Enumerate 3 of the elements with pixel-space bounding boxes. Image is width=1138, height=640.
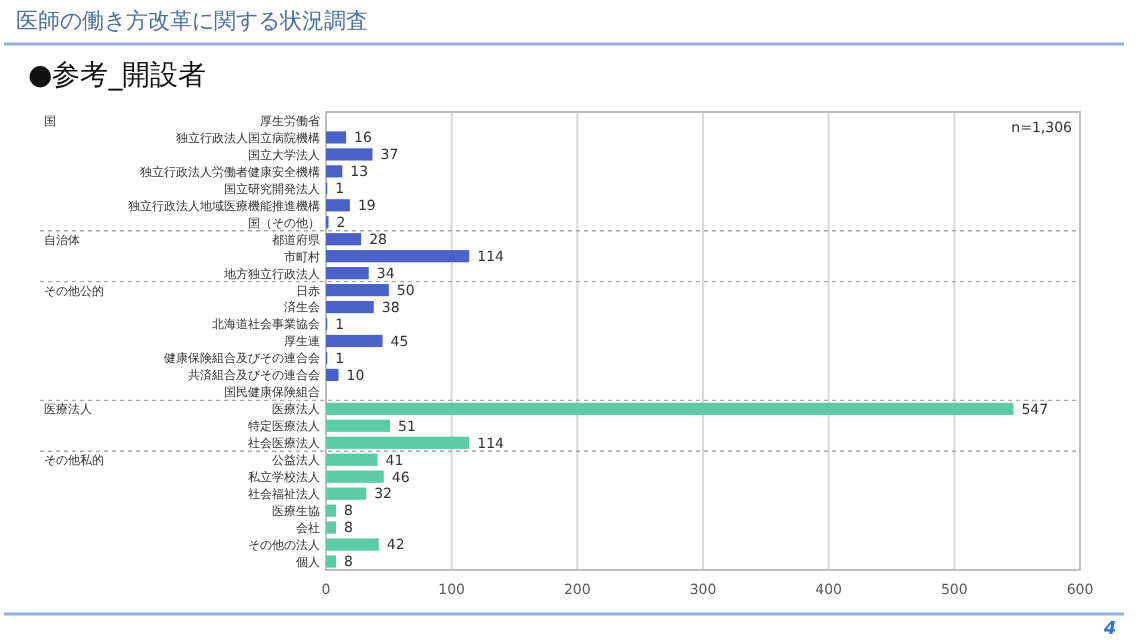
title: 医師の働き方改革に関する状況調査: [16, 8, 368, 34]
subtitle: ●参考_開設者: [28, 60, 207, 92]
page-number: 4: [1103, 620, 1117, 640]
